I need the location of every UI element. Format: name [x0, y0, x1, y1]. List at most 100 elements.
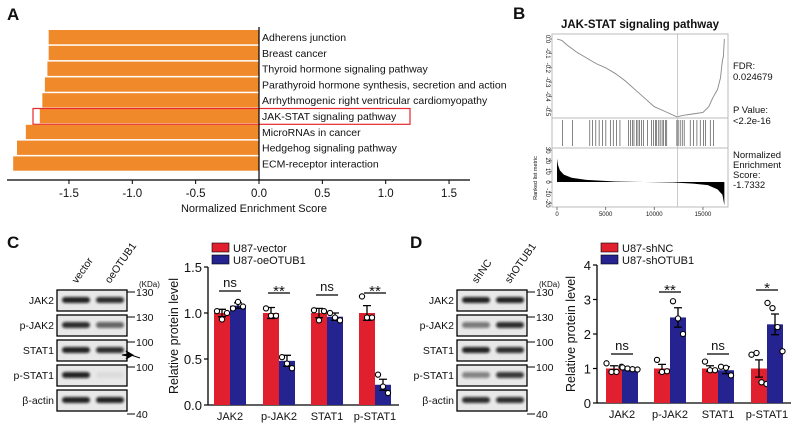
data-point — [336, 317, 344, 324]
y-tick-label: 0.5 — [184, 352, 202, 367]
bar — [702, 368, 718, 403]
blot-row-label: JAK2 — [429, 295, 454, 307]
hits-frame — [551, 117, 729, 149]
blot-row-label: β-actin — [422, 395, 454, 407]
legend-label: U87-shOTUB1 — [622, 255, 694, 267]
ranked-y-tick-label: 20 — [544, 157, 550, 164]
error-bar — [658, 363, 666, 374]
es-plot-frame — [551, 33, 729, 119]
legend-swatch — [600, 254, 619, 265]
bar — [622, 369, 638, 403]
protein-band — [462, 397, 490, 403]
y-tick-label: 4 — [584, 258, 591, 273]
error-bar — [379, 378, 387, 391]
blot-row-label: p-STAT1 — [14, 370, 55, 382]
blot-box — [56, 314, 128, 337]
significance-label: ns — [223, 275, 237, 290]
data-point — [603, 360, 610, 367]
y-tick-label: 1.5 — [184, 260, 202, 275]
nes-label: Score: — [733, 170, 760, 181]
protein-band — [496, 347, 524, 353]
data-point — [717, 363, 725, 370]
p-value: <2.2e-16 — [733, 116, 771, 127]
y-tick-label: 0 — [584, 396, 591, 411]
data-point — [239, 303, 247, 310]
error-bar — [771, 313, 779, 336]
legend-label: U87-oeOTUB1 — [233, 255, 306, 267]
es-y-tick-label: -0.1 — [544, 48, 550, 59]
data-point — [748, 351, 755, 358]
protein-band — [62, 347, 90, 353]
x-tick-label: 0.0 — [251, 188, 267, 200]
data-point — [384, 389, 392, 397]
data-point — [368, 314, 376, 321]
x-tick-label: 1.0 — [378, 188, 394, 200]
bar-category-label: Adherens junction — [262, 32, 346, 44]
data-point — [758, 379, 765, 386]
bar — [767, 324, 783, 403]
data-point — [315, 317, 323, 324]
legend-swatch — [600, 242, 619, 253]
protein-band — [496, 322, 524, 328]
panel-b-gsea-plot: JAK-STAT signaling pathway 0.0 -0.1 -0.2 -0.… — [533, 19, 781, 218]
bar — [48, 30, 259, 45]
data-point — [326, 309, 334, 317]
legend-label: U87-shNC — [622, 243, 673, 255]
x-tick-label: STAT1 — [311, 411, 344, 423]
significance-label: ** — [273, 283, 285, 300]
y-tick-label: 2 — [584, 327, 591, 342]
marker-kda-label: 40 — [536, 409, 548, 421]
data-point — [706, 367, 714, 374]
data-point — [272, 312, 280, 319]
y-tick-label: 1.0 — [184, 306, 202, 321]
bar — [654, 368, 670, 403]
significance-label: * — [764, 280, 770, 297]
panel-d-western-blot: shNC shOTUB1 (KDa) JAK2 130 p-JAK2 130 STAT1 100… — [414, 241, 561, 421]
data-point — [653, 356, 661, 364]
fdr-value: 0.024679 — [733, 72, 773, 83]
bar — [311, 313, 327, 405]
p-value-label: P Value: — [733, 105, 768, 116]
panel-label-a: A — [7, 5, 19, 24]
data-point — [722, 364, 730, 371]
protein-band — [462, 347, 490, 353]
marker-kda-label: 100 — [136, 337, 154, 349]
blot-box — [56, 389, 128, 412]
marker-kda-label: 130 — [136, 287, 154, 299]
ranked-y-tick-label: -20 — [544, 199, 550, 208]
blot-row-label: β-actin — [22, 395, 54, 407]
protein-band — [62, 297, 90, 303]
marker-kda-label: 100 — [536, 362, 554, 374]
data-point — [753, 349, 760, 357]
bar — [263, 313, 279, 405]
legend-swatch — [211, 242, 230, 253]
data-point — [218, 316, 226, 323]
x-tick-label: 10000 — [646, 212, 663, 218]
legend-swatch — [211, 254, 230, 265]
panel-label-b: B — [513, 4, 525, 23]
blot-box — [456, 364, 528, 387]
significance-label: ** — [369, 283, 381, 300]
data-point — [663, 368, 671, 375]
x-axis-label: Normalized Enrichment Score — [181, 203, 327, 215]
error-bar — [267, 306, 275, 320]
arrow-icon — [121, 350, 141, 360]
x-tick-label: 0 — [555, 212, 559, 218]
blot-row-label: p-JAK2 — [20, 320, 55, 332]
y-tick-label: 3 — [584, 293, 591, 308]
data-point — [629, 366, 636, 373]
blot-row-label: p-JAK2 — [420, 320, 455, 332]
bar — [279, 360, 295, 405]
legend-label: U87-vector — [233, 243, 287, 255]
data-point — [363, 314, 371, 321]
data-point — [288, 365, 296, 372]
protein-band — [62, 397, 90, 403]
bar — [718, 370, 734, 403]
bar — [42, 93, 259, 108]
data-point — [779, 348, 786, 355]
bar-category-label: JAK-STAT signaling pathway — [262, 111, 397, 123]
error-bar — [283, 354, 291, 368]
marker-kda-label: 130 — [536, 287, 554, 299]
lane-label: shOTUB1 — [503, 241, 539, 286]
